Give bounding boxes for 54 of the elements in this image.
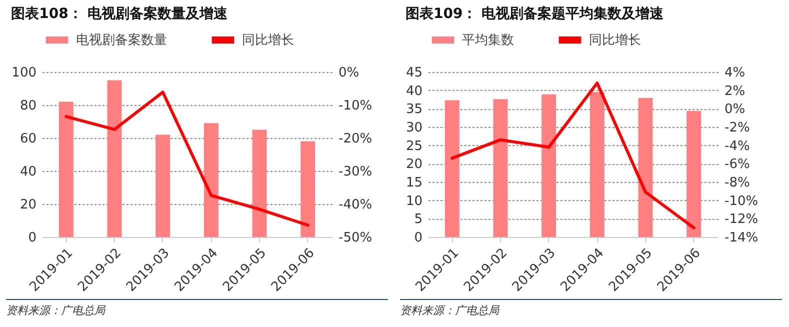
y-tick-label: 80 [20,98,36,114]
chart-title: 图表109： 电视剧备案题平均集数及增速 [405,5,665,22]
y-tick-label: 60 [20,132,36,146]
line-series [450,82,696,230]
bar [204,123,218,237]
y-tick-label: 0 [414,230,422,246]
y2-tick-label: -4% [724,138,750,154]
y-tick-label: 0 [28,230,36,246]
y2-tick-label: -30% [338,164,372,180]
y2-tick-label: 0% [338,66,360,80]
y-tick-label: 100 [12,66,36,80]
y2-tick-label: -50% [338,230,372,246]
y-tick-label: 20 [20,198,36,212]
legend-label: 同比增长 [242,33,294,48]
y-tick-label: 45 [406,66,422,80]
bar [638,98,653,237]
bar [444,100,460,237]
bar [252,130,267,237]
legend-label: 平均集数 [462,33,514,48]
legend-label: 电视剧备案数量 [76,32,167,48]
bar [493,99,508,237]
y2-tick-label: -8% [724,176,750,190]
y2-tick-label: -6% [724,157,750,172]
y-tick-label: 30 [406,120,422,136]
y-tick-label: 25 [406,138,422,154]
y-tick-label: 20 [406,157,422,172]
y2-tick-label: 2% [724,84,746,99]
y2-tick-label: -10% [724,194,758,209]
y-tick-label: 10 [406,194,422,209]
bar [686,110,702,237]
y2-tick-label: -2% [724,120,750,136]
y-tick-label: 40 [406,84,422,99]
y-tick-label: 40 [20,164,36,180]
y2-tick-label: -12% [724,212,758,228]
bar [590,92,604,237]
y2-tick-label: 4% [724,66,746,80]
y2-tick-label: -10% [338,98,372,114]
bar [58,102,74,237]
bar [542,94,556,237]
y2-tick-label: -14% [724,230,758,246]
y2-tick-label: -20% [338,132,372,146]
bar [300,141,316,237]
bar [107,80,122,237]
legend-label: 同比增长 [589,33,641,48]
y2-tick-label: 0% [724,102,746,118]
text: 资料来源：广电总局 [6,299,388,318]
y-tick-label: 35 [406,102,422,118]
chart-title: 图表108： 电视剧备案数量及增速 [11,5,228,22]
line-series [64,90,310,227]
y-tick-label: 5 [414,212,422,228]
text: 资料来源：广电总局 [400,299,782,318]
y2-tick-label: -40% [338,198,372,212]
bar [156,134,170,237]
y-tick-label: 15 [406,176,422,190]
